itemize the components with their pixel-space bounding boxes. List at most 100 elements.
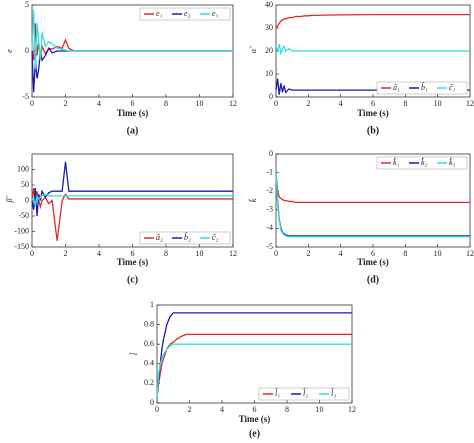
x-axis-label: Time (s) [117, 108, 149, 118]
y-axis-label: l̂ [128, 352, 139, 355]
series-line [31, 188, 233, 241]
x-tick-label: 0 [274, 99, 278, 108]
series-line [31, 23, 233, 61]
y-axis-label: α̂ [249, 46, 258, 53]
x-axis-label: Time (s) [357, 257, 389, 267]
x-tick-label: 10 [316, 405, 324, 414]
series-line [156, 343, 352, 399]
y-tick-label: -100 [14, 226, 29, 235]
legend-label: k̂₁ [393, 156, 400, 167]
x-tick-label: 8 [285, 405, 289, 414]
y-tick-label: 30 [265, 23, 273, 32]
legend-label: b̂₂ [184, 231, 191, 242]
legend-label: â₂ [156, 233, 163, 242]
x-tick-label: 2 [306, 99, 310, 108]
legend-box [258, 387, 350, 401]
y-tick-label: -2 [266, 186, 273, 195]
x-tick-label: 0 [155, 405, 159, 414]
x-tick-label: 10 [434, 249, 442, 258]
x-tick-label: 6 [131, 99, 135, 108]
y-tick-label: -3 [266, 205, 273, 214]
x-tick-label: 8 [403, 249, 407, 258]
y-tick-label: 40 [265, 0, 273, 9]
caption: (c) [127, 274, 138, 285]
legend-label: e₂ [184, 9, 191, 18]
x-tick-label: 12 [466, 99, 474, 108]
y-axis-label: e [5, 49, 14, 53]
series-line [275, 172, 470, 237]
y-tick-label: 20 [265, 46, 273, 55]
y-tick-label: 0 [150, 398, 154, 407]
x-tick-label: 2 [188, 405, 192, 414]
y-tick-label: 0.2 [144, 378, 154, 387]
series-line [275, 172, 470, 238]
y-tick-label: 1 [150, 300, 154, 309]
x-axis-label: Time (s) [239, 414, 271, 424]
legend-label: e₃ [212, 9, 219, 18]
x-tick-label: 4 [97, 249, 101, 258]
legend-label: l̂₁ [275, 387, 281, 398]
legend-box [376, 156, 468, 170]
x-tick-label: 4 [220, 405, 224, 414]
y-tick-label: 0 [269, 92, 273, 101]
series-line [156, 312, 352, 399]
caption: (a) [127, 125, 139, 136]
x-tick-label: 6 [253, 405, 257, 414]
x-tick-label: 10 [434, 99, 442, 108]
y-tick-label: 10 [265, 69, 273, 78]
y-tick-label: 0 [25, 195, 29, 204]
x-tick-label: 8 [403, 99, 407, 108]
series-line [275, 78, 470, 95]
legend-label: l̂₂ [303, 387, 309, 398]
y-tick-label: 5 [25, 0, 29, 9]
x-tick-label: 2 [306, 249, 310, 258]
legend-box [376, 81, 468, 95]
series-line [275, 43, 470, 56]
y-tick-label: 100 [17, 164, 29, 173]
legend-label: ĉ₁ [449, 83, 456, 92]
legend-label: ĉ₂ [212, 233, 219, 242]
series-line [31, 9, 233, 70]
x-tick-label: 0 [30, 249, 34, 258]
y-tick-label: 0.6 [144, 339, 154, 348]
x-tick-label: 10 [196, 99, 204, 108]
y-tick-label: -1 [266, 167, 273, 176]
x-tick-label: 10 [196, 249, 204, 258]
y-tick-label: 50 [21, 180, 29, 189]
x-tick-label: 8 [164, 99, 168, 108]
x-tick-label: 4 [339, 249, 343, 258]
x-tick-label: 8 [164, 249, 168, 258]
series-line [156, 333, 352, 399]
legend-label: k̂₃ [449, 156, 456, 167]
y-tick-label: -5 [266, 242, 273, 251]
y-axis-label: β̂ [5, 196, 14, 204]
y-axis-label: k̂ [247, 198, 258, 202]
caption: (e) [249, 428, 260, 439]
series-line [31, 46, 233, 93]
x-tick-label: 2 [64, 249, 68, 258]
legend-label: k̂₂ [421, 156, 428, 167]
legend-label: b̂₁ [421, 81, 428, 92]
legend-label: l̂₃ [331, 387, 337, 398]
x-axis-label: Time (s) [357, 108, 389, 118]
legend-box [139, 231, 231, 245]
legend-label: e₁ [156, 9, 163, 18]
y-tick-label: 0.8 [144, 319, 154, 328]
x-axis-label: Time (s) [117, 257, 149, 267]
x-tick-label: 6 [131, 249, 135, 258]
x-tick-label: 6 [371, 249, 375, 258]
x-tick-label: 4 [97, 99, 101, 108]
legend-box [139, 7, 231, 21]
series-line [31, 161, 233, 217]
x-tick-label: 0 [30, 99, 34, 108]
x-tick-label: 4 [339, 99, 343, 108]
caption: (d) [367, 274, 379, 285]
y-tick-label: 0.4 [144, 359, 154, 368]
legend-label: â₁ [393, 83, 400, 92]
x-tick-label: 12 [229, 249, 237, 258]
series-line [275, 172, 470, 204]
series-line [31, 193, 233, 207]
x-tick-label: 2 [64, 99, 68, 108]
y-tick-label: -150 [14, 242, 29, 251]
